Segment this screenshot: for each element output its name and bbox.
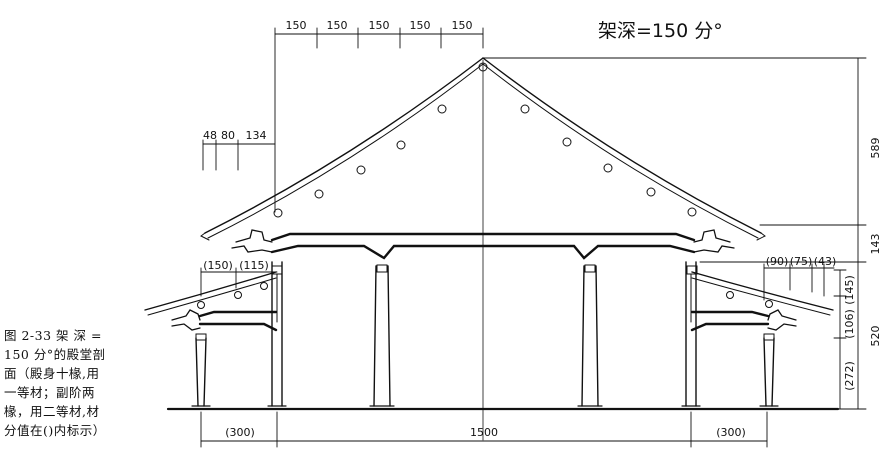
- left-aisle-dim-line: [200, 267, 278, 297]
- left-aisle-dim-2: (115): [239, 259, 269, 272]
- vertical-dim-589: 589: [869, 138, 882, 159]
- top-span-1: 150: [286, 19, 307, 32]
- caption-line: 分值在()内标示）: [4, 423, 106, 438]
- top-span-5: 150: [452, 19, 473, 32]
- vertical-dim-272: (272): [843, 361, 856, 391]
- eave-dim-2: 80: [221, 129, 235, 142]
- eave-dim-3: 134: [246, 129, 267, 142]
- top-span-2: 150: [327, 19, 348, 32]
- caption-line: 椽，用二等材,材: [4, 404, 100, 419]
- beams: [198, 232, 770, 332]
- caption-line: 一等材；副阶两: [4, 385, 96, 400]
- bottom-span-2: 1500: [470, 426, 498, 439]
- main-roof: [200, 57, 766, 241]
- vertical-dim-145: (145): [843, 275, 856, 305]
- top-dim-line: [274, 27, 484, 213]
- right-vertical-dim-line: [482, 57, 867, 410]
- figure-caption: 图 2-33 架 深 = 150 分°的殿堂剖 面（殿身十椽,用 一等材；副阶两…: [4, 326, 136, 440]
- purlins: [273, 62, 697, 218]
- bottom-dim-line: [200, 411, 768, 448]
- caption-line: 150 分°的殿堂剖: [4, 347, 106, 362]
- right-aisle-dim-3: (43): [814, 255, 837, 268]
- top-span-3: 150: [369, 19, 390, 32]
- drawing-title: 架深=150 分°: [598, 20, 723, 42]
- right-aisle-dim-line: [763, 263, 835, 301]
- right-aisle-dim-1: (90): [766, 255, 789, 268]
- aisle-roofs: [144, 271, 834, 316]
- bottom-span-1: (300): [225, 426, 255, 439]
- columns: [195, 261, 775, 407]
- caption-line: 图 2-33 架 深 =: [4, 328, 102, 343]
- vertical-dim-520: 520: [869, 326, 882, 347]
- top-span-4: 150: [410, 19, 431, 32]
- vertical-dim-106: (106): [843, 309, 856, 339]
- right-aisle-dim-2: (75): [790, 255, 813, 268]
- eave-dim-1: 48: [203, 129, 217, 142]
- bottom-span-3: (300): [716, 426, 746, 439]
- eave-dim-line: [202, 139, 276, 171]
- bracket-sets: [171, 229, 797, 331]
- caption-line: 面（殿身十椽,用: [4, 366, 100, 381]
- left-aisle-dim-1: (150): [203, 259, 233, 272]
- vertical-dim-143: 143: [869, 234, 882, 255]
